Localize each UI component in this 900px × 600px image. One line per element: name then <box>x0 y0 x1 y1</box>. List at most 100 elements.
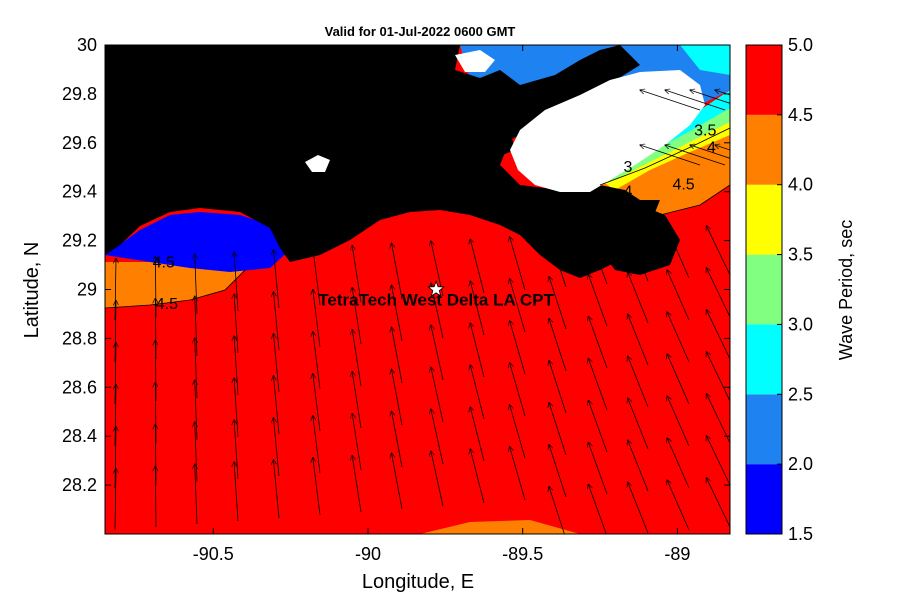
wave-vector-arrow <box>470 239 485 294</box>
wave-vector-arrow <box>588 484 607 534</box>
wave-vector-arrow <box>706 268 730 318</box>
y-tick-label: 28.2 <box>62 475 97 495</box>
wave-vector-arrow <box>706 436 730 486</box>
wave-vector-arrow <box>715 145 730 151</box>
colorbar-frame <box>745 44 783 535</box>
colorbar-tick-label: 1.5 <box>788 524 813 544</box>
wave-vector-arrow <box>628 356 649 408</box>
wave-vector-arrow <box>628 398 649 450</box>
wave-vector-arrow <box>273 418 280 477</box>
wave-vector-arrow <box>628 314 649 366</box>
colorbar-tick-label: 4.0 <box>788 175 813 195</box>
wave-vector-arrow <box>273 292 280 351</box>
y-tick-label: 28.8 <box>62 328 97 348</box>
wave-vector-arrow <box>706 310 730 360</box>
wave-vector-arrow <box>352 413 362 471</box>
wave-vector-arrow <box>195 296 197 357</box>
contour-value-label: 4.5 <box>672 176 694 193</box>
colorbar-bin <box>746 394 782 465</box>
wave-vector-arrow <box>234 378 239 438</box>
wave-vector-arrow <box>549 403 567 456</box>
wave-vector-arrow <box>510 447 526 501</box>
x-tick-label: -90.5 <box>193 544 234 564</box>
wave-vector-arrow <box>549 319 567 372</box>
wave-vector-arrow <box>588 232 608 285</box>
wave-vector-arrow <box>313 416 321 474</box>
wave-vector-arrow <box>706 226 730 276</box>
wave-vector-arrow <box>392 285 403 342</box>
contour-band-4-4.5-west <box>105 258 245 308</box>
wave-vector-arrow <box>352 245 362 303</box>
wave-vector-arrow <box>470 449 485 504</box>
wave-vector-arrow <box>115 343 116 405</box>
chart-title: Valid for 01-Jul-2022 0600 GMT <box>324 24 516 39</box>
wave-vector-arrow <box>667 228 690 279</box>
wave-vector-arrow <box>588 316 608 369</box>
wave-vector-arrow <box>470 365 485 420</box>
wave-vector-arrow <box>392 453 403 510</box>
land-marsh-mid <box>340 170 470 220</box>
station-marker: TetraTech West Delta LA CPT <box>318 280 554 310</box>
colorbar-tick-label: 4.5 <box>788 105 813 125</box>
wave-vector-arrow <box>352 287 362 345</box>
map-area: 4.54.534 4.53.54 TetraTech West Delta LA … <box>105 45 730 534</box>
wave-vector-arrow <box>431 409 444 465</box>
wave-vector-arrow <box>195 464 197 525</box>
wave-vector-arrow <box>588 274 608 327</box>
wave-vector-arrow <box>640 90 701 111</box>
wave-vector-arrow <box>706 394 730 444</box>
wave-vector-arrow <box>470 407 485 462</box>
wave-vector-arrow <box>273 250 280 309</box>
station-label: TetraTech West Delta LA CPT <box>318 291 554 310</box>
wave-vector-arrow <box>115 301 116 363</box>
wave-vector-arrow <box>313 248 321 306</box>
wave-vector-arrow <box>313 290 321 348</box>
wave-vector-arrow <box>313 332 321 390</box>
wave-vector-arrow <box>115 385 116 447</box>
contour-value-label: 3 <box>623 159 632 176</box>
colorbar-tick-label: 3.0 <box>788 314 813 334</box>
wave-vector-arrow <box>667 312 690 363</box>
colorbar-tick-label: 2.5 <box>788 384 813 404</box>
station-star-icon <box>427 280 445 297</box>
wave-vector-arrow <box>234 294 239 354</box>
wave-vector-arrow <box>549 487 565 534</box>
contour-value-label: 4.5 <box>156 296 178 313</box>
contour-line-4.5-west <box>105 269 246 309</box>
y-tick-label: 30 <box>77 35 97 55</box>
y-axis-ticks: 30 29.8 29.6 29.4 29.2 29 28.8 28.6 28.4 28.2 <box>62 35 730 495</box>
wave-vector-arrow <box>392 411 403 468</box>
wave-vector-arrow <box>155 466 156 528</box>
wave-vector-arrow <box>470 281 485 336</box>
y-tick-label: 29.6 <box>62 133 97 153</box>
wave-vector-arrow <box>195 380 197 441</box>
wave-vector-arrow <box>155 340 156 402</box>
wave-vector-arrow <box>588 442 608 495</box>
colorbar-bin <box>746 254 782 325</box>
wave-vector-arrow <box>115 427 116 489</box>
wave-vector-arrow <box>667 270 690 321</box>
wave-vector-arrow <box>665 90 726 111</box>
missing-data-pond-north <box>455 50 495 72</box>
wave-vector-arrow <box>195 254 197 315</box>
wave-vector-arrow <box>195 422 197 483</box>
wave-vector-arrow <box>667 438 690 489</box>
contour-band-4-4.5-south <box>420 520 580 534</box>
wave-vector-arrow <box>352 371 362 429</box>
y-tick-label: 29.4 <box>62 182 97 202</box>
wave-vector-arrow <box>195 338 197 399</box>
contour-value-label: 3.5 <box>694 122 716 139</box>
wave-vector-arrow <box>234 462 239 522</box>
wave-vector-arrow <box>549 277 567 330</box>
x-axis-label: Longitude, E <box>362 571 474 593</box>
contour-labels: 4.54.534 4.53.54 <box>153 122 717 313</box>
wave-vector-arrow <box>665 145 726 166</box>
wave-vector-arrow <box>352 329 362 387</box>
contour-line-4.5-east <box>574 184 730 216</box>
contour-value-label: 4 <box>707 140 716 157</box>
wave-vector-arrow <box>273 334 280 393</box>
y-tick-label: 29.8 <box>62 84 97 104</box>
wave-vector-arrow <box>628 482 649 534</box>
x-tick-label: -90 <box>355 544 381 564</box>
